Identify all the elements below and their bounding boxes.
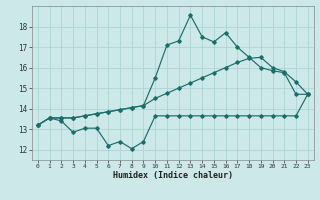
X-axis label: Humidex (Indice chaleur): Humidex (Indice chaleur) [113,171,233,180]
